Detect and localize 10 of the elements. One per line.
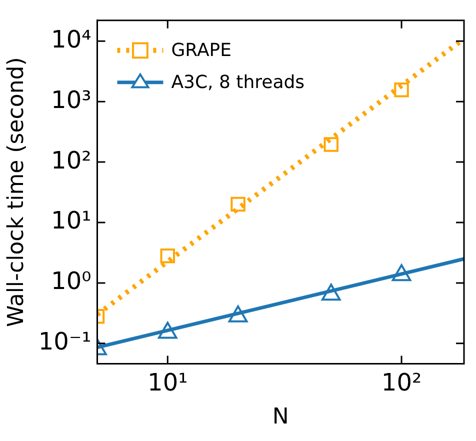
y-axis-title: Wall-clock time (second): [4, 57, 29, 328]
y-tick-label: 10²: [51, 146, 92, 174]
y-tick-label: 10⁴: [51, 25, 92, 54]
x-axis-title: N: [272, 404, 289, 430]
y-tick-label: 10⁻¹: [38, 328, 92, 356]
legend-label: A3C, 8 threads: [171, 72, 305, 94]
y-tick-label: 10⁰: [51, 267, 92, 296]
y-tick-label: 10³: [51, 86, 92, 114]
y-tick-label: 10¹: [51, 206, 92, 235]
legend-label: GRAPE: [171, 40, 232, 62]
